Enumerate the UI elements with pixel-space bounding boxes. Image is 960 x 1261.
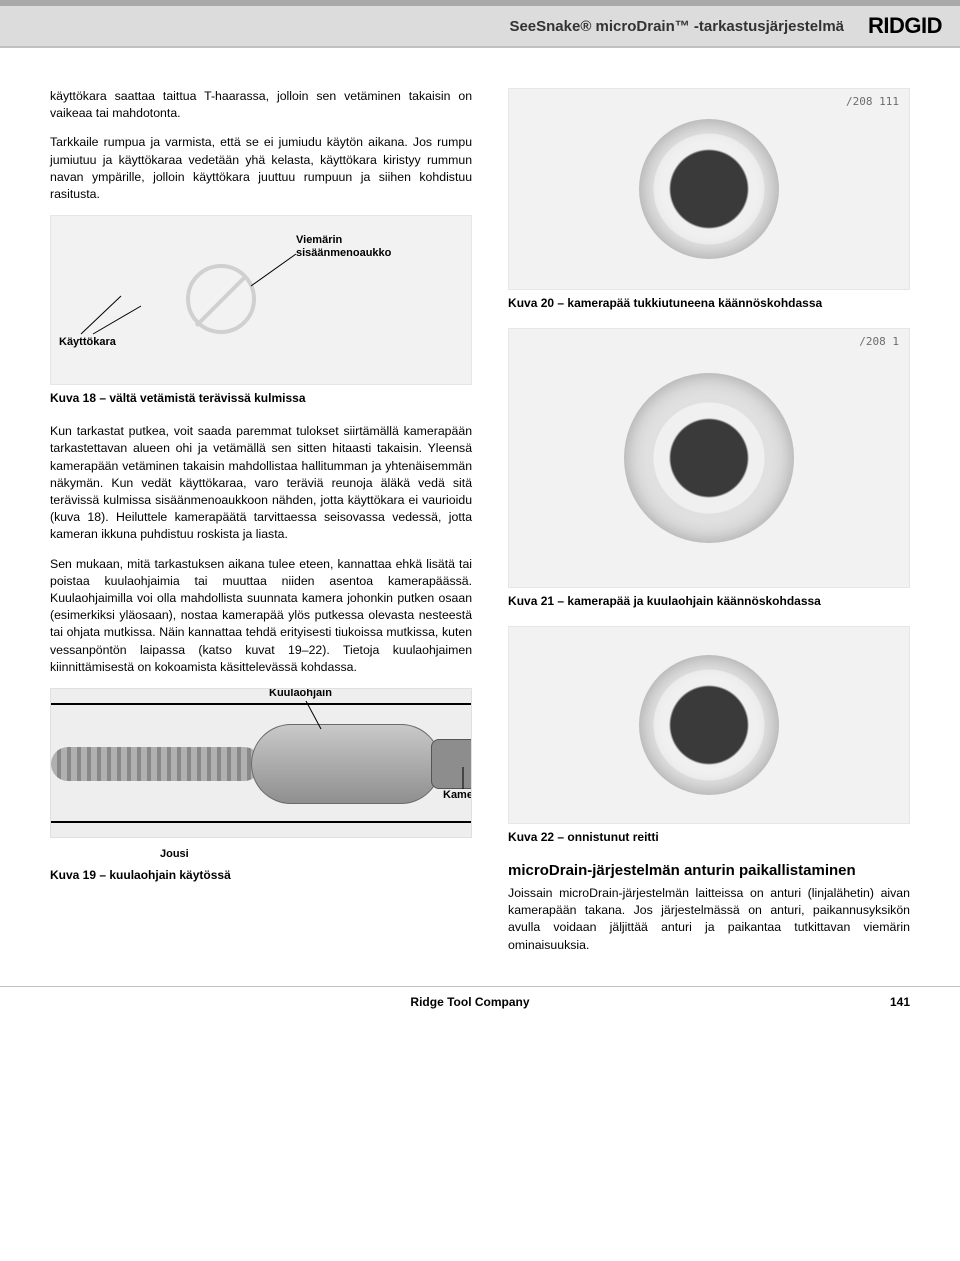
- intro-paragraph-2: Tarkkaile rumpua ja varmista, että se ei…: [50, 134, 472, 203]
- figure-20: /208 111: [508, 88, 910, 290]
- section-heading-locating: microDrain-järjestelmän anturin paikalli…: [508, 862, 910, 879]
- section-body-locating: Joissain microDrain-järjestelmän laittei…: [508, 885, 910, 954]
- figure-20-tag: /208 111: [846, 95, 899, 108]
- body-paragraph-4: Sen mukaan, mitä tarkastuksen aikana tul…: [50, 556, 472, 676]
- figure-18-leaders: [51, 216, 471, 384]
- body-paragraph-3: Kun tarkastat putkea, voit saada paremma…: [50, 423, 472, 543]
- left-column: käyttökara saattaa taittua T-haarassa, j…: [50, 88, 472, 966]
- two-column-layout: käyttökara saattaa taittua T-haarassa, j…: [50, 88, 910, 966]
- page-number: 141: [890, 995, 910, 1009]
- figure-21-tag: /208 1: [859, 335, 899, 348]
- figure-19: Kuulaohjain Kamera: [50, 688, 472, 838]
- intro-paragraph-1: käyttökara saattaa taittua T-haarassa, j…: [50, 88, 472, 122]
- figure-22-caption: Kuva 22 – onnistunut reitti: [508, 830, 910, 844]
- brand-logo: RIDGID: [868, 13, 942, 39]
- figure-19-leaders: [51, 689, 471, 837]
- page-title: SeeSnake® microDrain™ -tarkastusjärjeste…: [509, 18, 844, 35]
- page-footer: Ridge Tool Company 141: [0, 986, 960, 1017]
- right-column: /208 111 Kuva 20 – kamerapää tukkiutunee…: [508, 88, 910, 966]
- figure-20-caption: Kuva 20 – kamerapää tukkiutuneena käännö…: [508, 296, 910, 310]
- figure-20-port: [639, 119, 779, 259]
- figure-18: Viemärin sisäänmenoaukko Käyttökara: [50, 215, 472, 385]
- figure-19-label-spring: Jousi: [160, 848, 189, 860]
- figure-22: [508, 626, 910, 824]
- footer-company: Ridge Tool Company: [50, 995, 890, 1009]
- figure-18-caption: Kuva 18 – vältä vetämistä terävissä kulm…: [50, 391, 472, 405]
- page-header: SeeSnake® microDrain™ -tarkastusjärjeste…: [0, 6, 960, 48]
- figure-21: /208 1: [508, 328, 910, 588]
- figure-22-port: [639, 655, 779, 795]
- figure-19-caption: Kuva 19 – kuulaohjain käytössä: [50, 868, 472, 882]
- figure-21-caption: Kuva 21 – kamerapää ja kuulaohjain käänn…: [508, 594, 910, 608]
- figure-21-port: [624, 373, 794, 543]
- page-body: käyttökara saattaa taittua T-haarassa, j…: [0, 48, 960, 986]
